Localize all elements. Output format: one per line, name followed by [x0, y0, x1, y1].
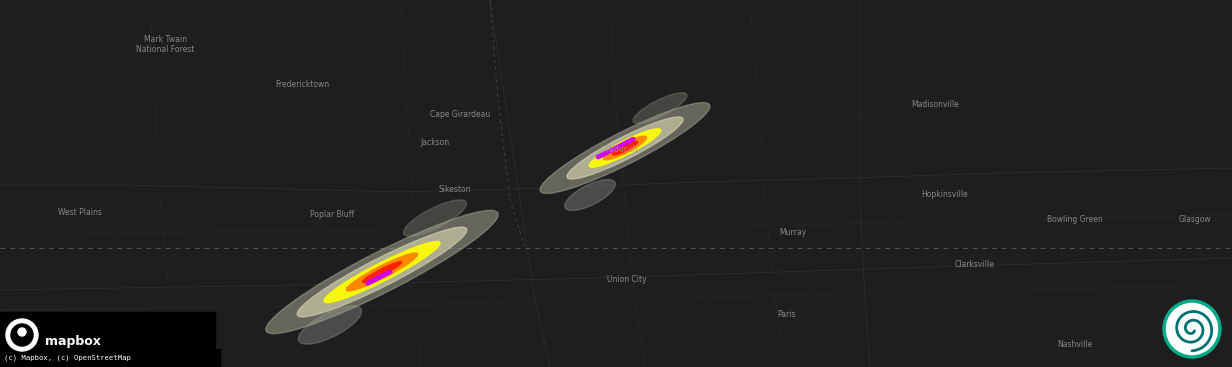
Bar	[0, 312, 216, 367]
Ellipse shape	[564, 179, 615, 211]
Text: Nashville: Nashville	[1057, 340, 1093, 349]
Text: West Plains: West Plains	[58, 208, 102, 217]
Ellipse shape	[567, 117, 683, 179]
Text: Mark Twain
National Forest: Mark Twain National Forest	[136, 35, 195, 54]
Ellipse shape	[604, 136, 647, 160]
Circle shape	[1164, 301, 1220, 357]
Circle shape	[18, 328, 26, 336]
Ellipse shape	[404, 200, 467, 236]
Ellipse shape	[612, 141, 637, 155]
Ellipse shape	[540, 102, 710, 193]
Text: Union City: Union City	[607, 275, 647, 284]
Text: Paris: Paris	[776, 310, 795, 319]
Text: Home: Home	[11, 315, 33, 324]
Text: mapbox: mapbox	[46, 335, 101, 349]
Text: (c) Mapbox, (c) OpenStreetMap: (c) Mapbox, (c) OpenStreetMap	[4, 355, 131, 361]
Ellipse shape	[298, 306, 362, 344]
Ellipse shape	[266, 210, 498, 334]
Bar	[0, 349, 221, 367]
Text: Poplar Bluff: Poplar Bluff	[310, 210, 354, 219]
Circle shape	[11, 324, 33, 346]
Text: Bowling Green: Bowling Green	[1047, 215, 1103, 224]
Ellipse shape	[589, 129, 660, 167]
Ellipse shape	[324, 241, 440, 302]
Ellipse shape	[362, 262, 402, 282]
Text: Madisonville: Madisonville	[910, 100, 958, 109]
Text: Murray: Murray	[780, 228, 807, 237]
Text: Sikeston: Sikeston	[439, 185, 472, 194]
Text: Cherokee
Village: Cherokee Village	[136, 325, 171, 344]
Text: Paducah: Paducah	[606, 145, 638, 154]
Text: Glasgow: Glasgow	[1179, 215, 1211, 224]
Text: Hopkinsville: Hopkinsville	[922, 190, 968, 199]
Circle shape	[6, 319, 38, 351]
Ellipse shape	[633, 92, 687, 123]
Text: Cape Girardeau: Cape Girardeau	[430, 110, 490, 119]
Ellipse shape	[297, 227, 467, 317]
Text: Clarksville: Clarksville	[955, 260, 995, 269]
Text: Fredericktown: Fredericktown	[275, 80, 329, 89]
Text: Jackson: Jackson	[420, 138, 450, 147]
Ellipse shape	[346, 253, 418, 291]
